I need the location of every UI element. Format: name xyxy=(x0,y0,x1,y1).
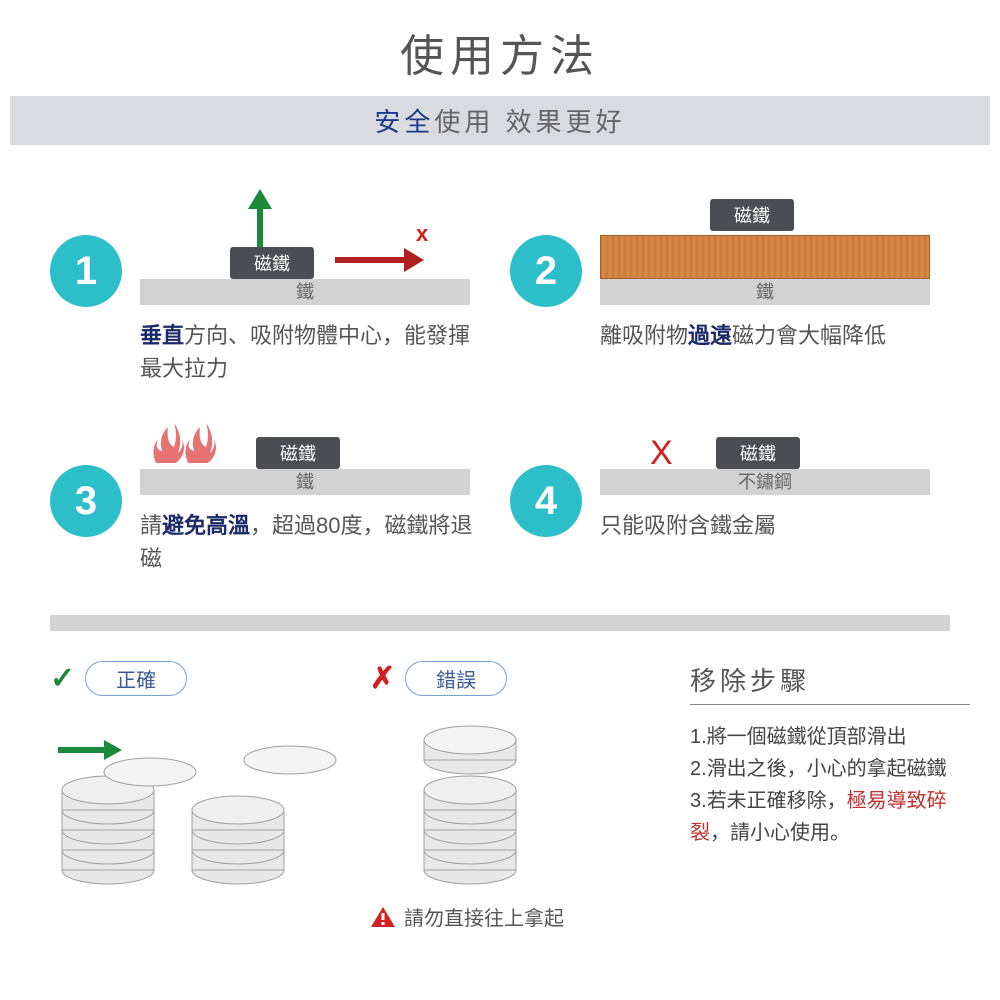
correct-column: ✓ 正確 xyxy=(50,661,350,931)
x-mark-1: x xyxy=(416,221,428,247)
flame-icon xyxy=(144,413,224,473)
desc-3-pre: 請 xyxy=(140,513,162,538)
diagram-2: 磁鐵 鐵 xyxy=(600,185,950,305)
iron-bar-3: 鐵 xyxy=(140,469,470,495)
x-mark-4: X xyxy=(650,434,673,473)
badge-4: 4 xyxy=(510,465,582,537)
magnet-label-2: 磁鐵 xyxy=(710,199,794,231)
kw-2: 過遠 xyxy=(688,323,732,348)
badge-2: 2 xyxy=(510,235,582,307)
desc-4-pre: 只能吸附含鐵金屬 xyxy=(600,513,776,538)
desc-2: 離吸附物過遠磁力會大幅降低 xyxy=(600,319,950,352)
diagram-4: X 磁鐵 不鏽鋼 xyxy=(600,415,950,495)
cell-3: 3 磁鐵 鐵 請避免高溫，超過80度，磁鐵將退磁 xyxy=(50,415,490,575)
bottom-section: ✓ 正確 xyxy=(10,661,990,931)
magnet-label-4: 磁鐵 xyxy=(716,437,800,469)
usage-grid: 1 x 磁鐵 鐵 垂直方向、吸附物體中心，能發揮最大 xyxy=(10,145,990,605)
wrong-stacks xyxy=(370,716,670,896)
desc-4: 只能吸附含鐵金屬 xyxy=(600,509,950,542)
wrong-pill: 錯誤 xyxy=(405,661,507,696)
subtitle-rest: 使用 效果更好 xyxy=(434,107,625,137)
warn-text: 請勿直接往上拿起 xyxy=(404,902,564,931)
step-1: 1.將一個磁鐵從頂部滑出 xyxy=(690,721,970,753)
check-icon: ✓ xyxy=(50,661,75,696)
wood-panel xyxy=(600,235,930,279)
correct-stacks xyxy=(50,716,350,896)
step-2: 2.滑出之後，小心的拿起磁鐵 xyxy=(690,753,970,785)
wrong-column: ✗ 錯誤 xyxy=(370,661,670,931)
step-3: 3.若未正確移除，極易導致碎裂，請小心使用。 xyxy=(690,785,970,849)
warning-triangle-icon xyxy=(370,905,396,929)
desc-3: 請避免高溫，超過80度，磁鐵將退磁 xyxy=(140,509,490,575)
badge-1: 1 xyxy=(50,235,122,307)
disc-stack-wrong xyxy=(424,726,516,884)
desc-1-post: 方向、吸附物體中心，能發揮最大拉力 xyxy=(140,323,470,381)
kw-1: 垂直 xyxy=(140,323,184,348)
magnet-label-3: 磁鐵 xyxy=(256,437,340,469)
disc-stack-right xyxy=(192,746,336,884)
steel-bar-4: 不鏽鋼 xyxy=(600,469,930,495)
disc-stack-left xyxy=(62,758,196,884)
steps-title: 移除步驟 xyxy=(690,661,970,705)
divider xyxy=(50,615,950,631)
subtitle-accent: 安全 xyxy=(374,107,434,137)
desc-2-pre: 離吸附物 xyxy=(600,323,688,348)
iron-bar-1: 鐵 xyxy=(140,279,470,305)
correct-pill: 正確 xyxy=(85,661,187,696)
badge-3: 3 xyxy=(50,465,122,537)
magnet-label-1: 磁鐵 xyxy=(230,247,314,279)
desc-1: 垂直方向、吸附物體中心，能發揮最大拉力 xyxy=(140,319,490,385)
cell-4: 4 X 磁鐵 不鏽鋼 只能吸附含鐵金屬 xyxy=(510,415,950,575)
page-title: 使用方法 xyxy=(10,20,990,84)
iron-bar-2: 鐵 xyxy=(600,279,930,305)
cell-2: 2 磁鐵 鐵 離吸附物過遠磁力會大幅降低 xyxy=(510,185,950,385)
cross-icon: ✗ xyxy=(370,661,395,696)
warn-row: 請勿直接往上拿起 xyxy=(370,902,670,931)
subtitle-bar: 安全使用 效果更好 xyxy=(10,96,990,145)
diagram-1: x 磁鐵 鐵 xyxy=(140,185,490,305)
steps-column: 移除步驟 1.將一個磁鐵從頂部滑出 2.滑出之後，小心的拿起磁鐵 3.若未正確移… xyxy=(690,661,990,931)
cell-1: 1 x 磁鐵 鐵 垂直方向、吸附物體中心，能發揮最大 xyxy=(50,185,490,385)
kw-3: 避免高溫 xyxy=(162,513,250,538)
diagram-3: 磁鐵 鐵 xyxy=(140,415,490,495)
desc-2-post: 磁力會大幅降低 xyxy=(732,323,886,348)
